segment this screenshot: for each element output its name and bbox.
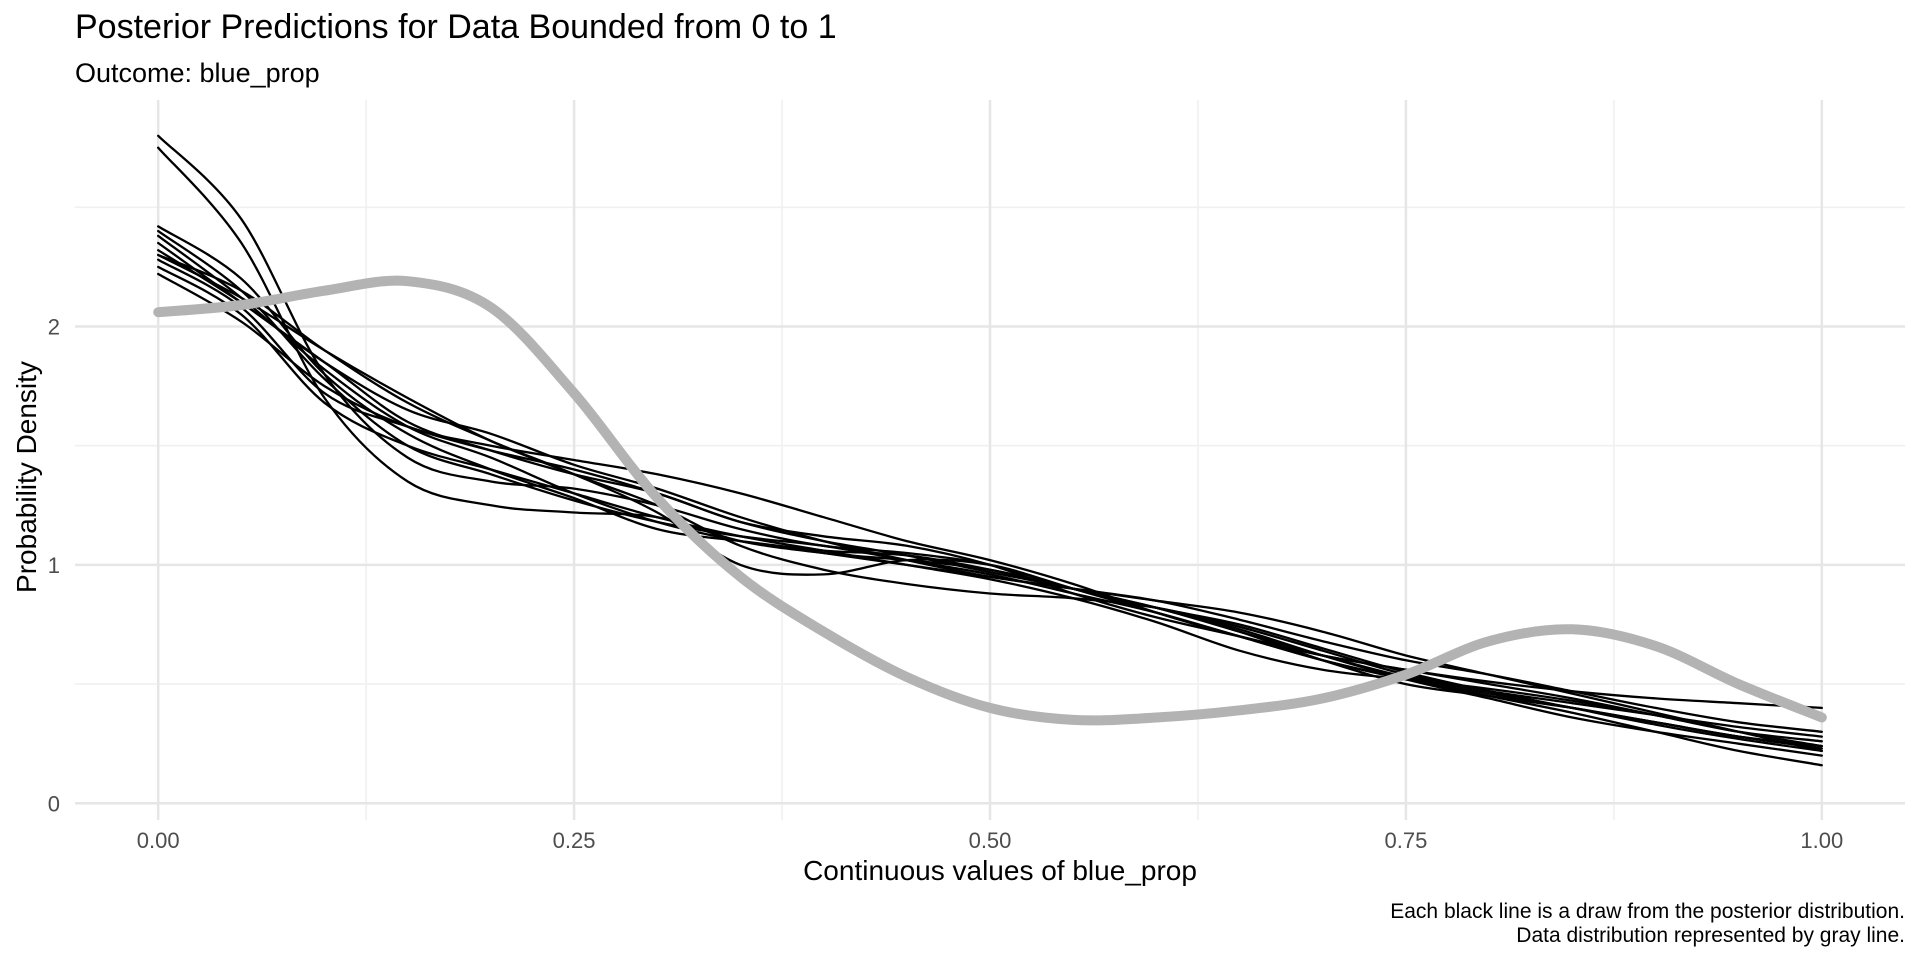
x-tick-label: 0.25 (553, 828, 596, 853)
x-tick-label: 0.75 (1384, 828, 1427, 853)
tick-labels: 0.00 0.25 0.50 0.75 1.00 0 1 2 (48, 314, 1843, 853)
series-lines (153, 134, 1827, 767)
caption-line-2: Data distribution represented by gray li… (1516, 924, 1905, 947)
chart-subtitle: Outcome: blue_prop (75, 58, 320, 88)
chart-title: Posterior Predictions for Data Bounded f… (75, 8, 837, 46)
y-tick-label: 1 (48, 553, 60, 578)
x-tick-label: 0.00 (137, 828, 180, 853)
posterior-draw-line (157, 241, 1823, 743)
observed-data-line (153, 275, 1827, 726)
posterior-draw-line (157, 225, 1823, 738)
posterior-draw-line (157, 272, 1823, 710)
x-tick-label: 0.50 (969, 828, 1012, 853)
caption-line-1: Each black line is a draw from the poste… (1390, 900, 1905, 923)
posterior-draw-line (157, 265, 1823, 748)
y-axis-title: Probability Density (11, 361, 42, 593)
x-tick-label: 1.00 (1800, 828, 1843, 853)
y-tick-label: 2 (48, 314, 60, 339)
y-tick-label: 0 (48, 791, 60, 816)
x-axis-title: Continuous values of blue_prop (803, 855, 1197, 886)
